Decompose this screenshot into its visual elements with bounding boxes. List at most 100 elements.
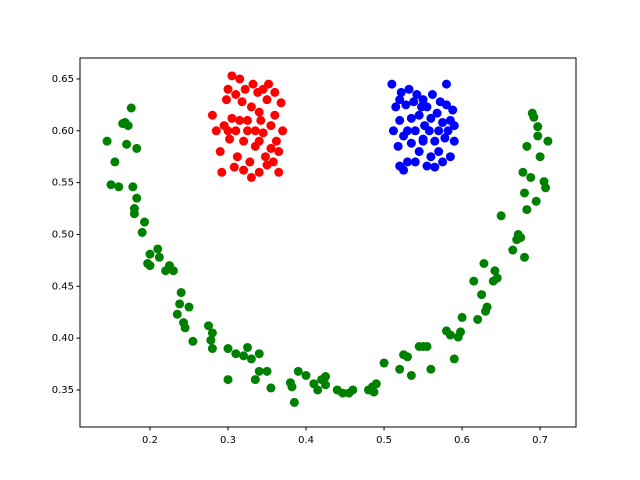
point [422, 341, 432, 351]
point [123, 121, 133, 131]
point [441, 79, 451, 89]
point [168, 266, 178, 276]
point [140, 217, 150, 227]
point [262, 95, 272, 105]
y-tick-label: 0.40 [52, 333, 74, 344]
point [440, 133, 450, 143]
y-tick-label: 0.35 [52, 385, 74, 396]
x-tick-label: 0.3 [220, 435, 236, 446]
point [301, 370, 311, 380]
point [106, 180, 116, 190]
point [207, 110, 217, 120]
x-tick-label: 0.7 [532, 435, 548, 446]
point [449, 121, 459, 131]
point [114, 182, 124, 192]
point [207, 344, 217, 354]
point [237, 97, 247, 107]
point [414, 147, 424, 157]
point [395, 115, 405, 125]
point [250, 375, 260, 385]
x-tick-label: 0.2 [142, 435, 158, 446]
point [271, 136, 281, 146]
point [145, 249, 155, 259]
point [369, 387, 379, 397]
point [235, 74, 245, 84]
point [260, 152, 270, 162]
point [533, 122, 543, 132]
point [338, 388, 348, 398]
point [126, 103, 136, 113]
point [508, 245, 518, 255]
point [402, 157, 412, 167]
point [188, 336, 198, 346]
point [254, 136, 264, 146]
point [438, 157, 448, 167]
point [490, 266, 500, 276]
point [223, 84, 233, 94]
point [526, 172, 536, 182]
y-tick-label: 0.65 [52, 74, 74, 85]
point [245, 157, 255, 167]
point [456, 327, 466, 337]
point [128, 182, 138, 192]
point [176, 288, 186, 298]
x-tick-label: 0.5 [376, 435, 392, 446]
point [262, 366, 272, 376]
point [434, 147, 444, 157]
point [401, 100, 411, 110]
point [402, 352, 412, 362]
point [321, 372, 331, 382]
point [223, 375, 233, 385]
point [274, 167, 284, 177]
point [406, 113, 416, 123]
point [402, 126, 412, 136]
point [388, 126, 398, 136]
point [379, 358, 389, 368]
point [393, 141, 403, 151]
point [529, 112, 539, 122]
point [426, 152, 436, 162]
point [424, 126, 434, 136]
point [229, 162, 239, 172]
point [264, 79, 274, 89]
point [221, 95, 231, 105]
point [321, 380, 331, 390]
point [406, 370, 416, 380]
point [246, 102, 256, 112]
point [102, 136, 112, 146]
point [443, 126, 453, 136]
point [457, 312, 467, 322]
point [543, 136, 553, 146]
point [535, 152, 545, 162]
point [469, 276, 479, 286]
point [215, 147, 225, 157]
point [418, 95, 428, 105]
point [313, 385, 323, 395]
point [122, 139, 132, 149]
point [254, 107, 264, 117]
point [518, 167, 528, 177]
point [154, 252, 164, 262]
point [395, 364, 405, 374]
point [270, 110, 280, 120]
point [175, 299, 185, 309]
point [410, 157, 420, 167]
point [243, 126, 253, 136]
point [391, 102, 401, 112]
point [399, 165, 409, 175]
point [110, 157, 120, 167]
point [418, 136, 428, 146]
point [231, 349, 241, 359]
point [531, 196, 541, 206]
x-tick-label: 0.4 [298, 435, 314, 446]
point [223, 126, 233, 136]
point [445, 330, 455, 340]
point [430, 162, 440, 172]
point [449, 354, 459, 364]
point [422, 102, 432, 112]
point [482, 302, 492, 312]
point [276, 98, 286, 108]
point [406, 138, 416, 148]
